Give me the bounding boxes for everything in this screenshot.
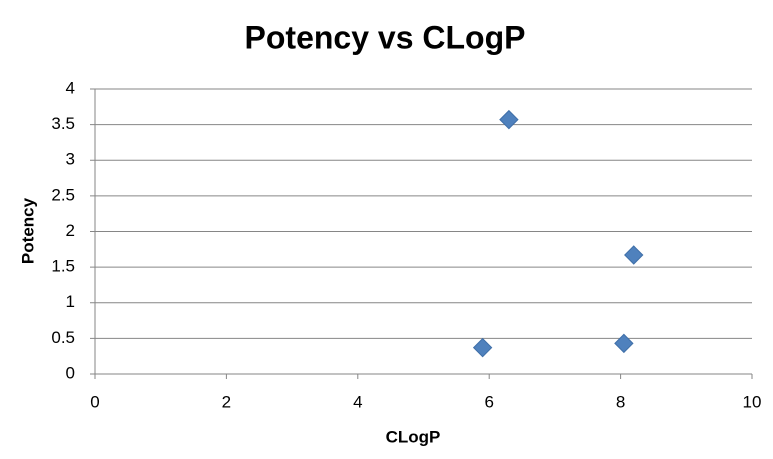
x-axis-title: CLogP [386, 427, 441, 446]
y-tick-label: 0 [66, 363, 75, 382]
x-tick-label: 8 [616, 392, 625, 411]
x-tick-label: 10 [743, 392, 762, 411]
point [472, 337, 493, 358]
y-tick-label: 3 [66, 150, 75, 169]
point [499, 109, 519, 130]
y-tick-label: 2.5 [51, 185, 75, 204]
point [624, 245, 644, 265]
y-tick-label: 0.5 [51, 328, 75, 347]
y-tick-label: 1.5 [51, 257, 75, 276]
y-tick-label: 4 [66, 78, 75, 97]
chart-title: Potency vs CLogP [245, 19, 526, 55]
point [614, 333, 634, 354]
y-axis-title: Potency [18, 197, 37, 264]
x-tick-label: 4 [353, 392, 362, 411]
x-tick-label: 0 [90, 392, 99, 411]
y-tick-label: 2 [66, 221, 75, 240]
y-tick-label: 3.5 [51, 114, 75, 133]
y-tick-label: 1 [66, 292, 75, 311]
x-tick-label: 2 [222, 392, 231, 411]
x-tick-label: 6 [484, 392, 493, 411]
